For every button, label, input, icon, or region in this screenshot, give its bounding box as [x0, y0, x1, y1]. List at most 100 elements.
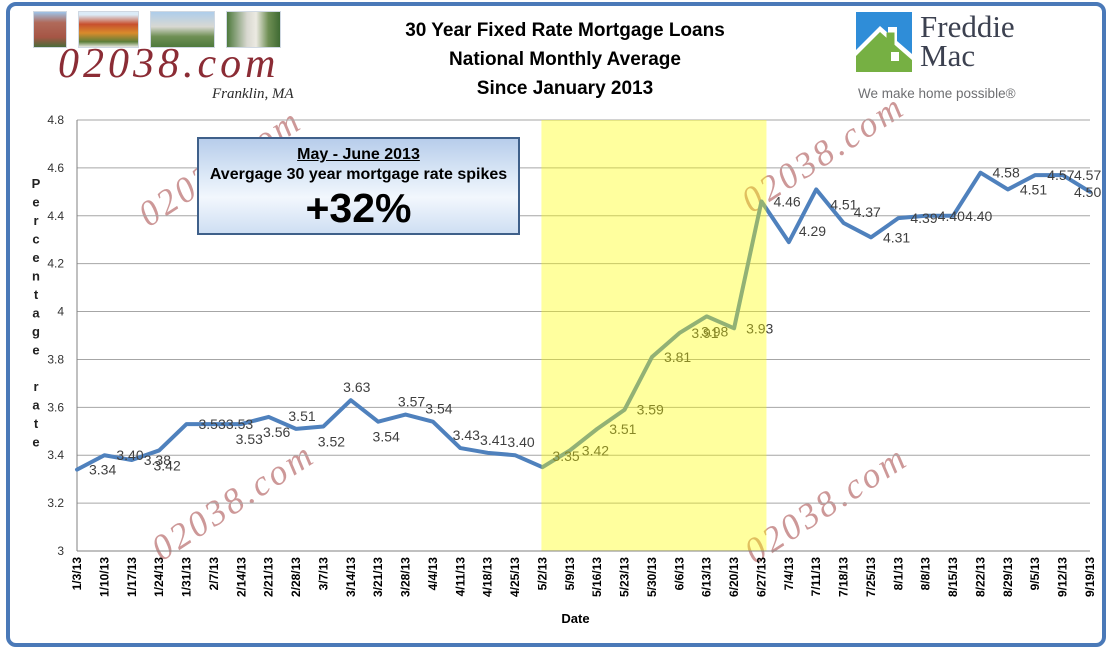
data-label: 4.40 — [938, 208, 965, 224]
y-axis-title-letter: e — [32, 250, 39, 265]
y-axis-title-letter: a — [32, 398, 40, 413]
y-axis-title-letter: c — [32, 232, 39, 247]
x-tick-label: 3/28/13 — [399, 557, 413, 597]
data-label: 3.53 — [226, 416, 253, 432]
x-tick-label: 2/14/13 — [234, 557, 248, 597]
data-label: 3.63 — [343, 379, 370, 395]
y-axis-title-letter: g — [32, 324, 40, 339]
chart-title-line3: Since January 2013 — [476, 78, 654, 99]
x-tick-label: 1/17/13 — [125, 557, 139, 597]
data-label: 3.41 — [480, 432, 507, 448]
data-label: 4.51 — [1020, 181, 1047, 197]
x-tick-label: 6/27/13 — [754, 557, 768, 597]
data-label: 4.40 — [965, 208, 992, 224]
rate-spike-callout: May - June 2013 Avergage 30 year mortgag… — [197, 137, 520, 235]
x-tick-label: 2/28/13 — [289, 557, 303, 597]
data-label: 3.42 — [582, 442, 609, 458]
data-label: 3.57 — [398, 394, 425, 410]
freddie-mac-house-icon — [856, 12, 912, 72]
x-tick-label: 8/15/13 — [946, 557, 960, 597]
data-label: 3.98 — [701, 323, 728, 339]
x-tick-label: 6/6/13 — [672, 557, 686, 591]
y-axis-title-letter: n — [32, 269, 40, 284]
y-axis-title-letter: e — [32, 195, 39, 210]
x-axis-title: Date — [561, 611, 589, 626]
x-tick-label: 7/25/13 — [864, 557, 878, 597]
x-tick-label: 1/24/13 — [152, 557, 166, 597]
y-tick-label: 3.2 — [47, 496, 64, 510]
data-label: 3.54 — [425, 401, 452, 417]
data-label: 3.53 — [199, 416, 226, 432]
y-axis-title-letter: t — [34, 287, 39, 302]
photo-monument — [226, 11, 281, 48]
x-tick-label: 3/14/13 — [344, 557, 358, 597]
data-label: 3.56 — [263, 424, 290, 440]
y-tick-label: 3 — [57, 544, 64, 558]
x-tick-label: 5/9/13 — [563, 557, 577, 591]
photo-brick-building — [33, 11, 67, 48]
photo-town-house — [150, 11, 215, 48]
x-tick-label: 5/23/13 — [618, 557, 632, 597]
y-axis-title-letter: t — [34, 416, 39, 431]
x-tick-label: 4/4/13 — [426, 557, 440, 591]
site-logo-subtext: Franklin, MA — [212, 86, 294, 102]
chart-title-line2: National Monthly Average — [449, 49, 681, 70]
y-tick-label: 3.8 — [47, 352, 64, 366]
y-tick-label: 4 — [57, 305, 64, 319]
x-tick-label: 5/2/13 — [535, 557, 549, 591]
x-tick-label: 6/13/13 — [700, 557, 714, 597]
y-tick-label: 4.4 — [47, 209, 64, 223]
y-tick-label: 3.4 — [47, 448, 64, 462]
callout-period: May - June 2013 — [297, 146, 420, 163]
callout-percentage: +32% — [305, 185, 412, 231]
x-tick-label: 1/10/13 — [97, 557, 111, 597]
x-tick-label: 9/12/13 — [1056, 557, 1070, 597]
callout-description: Avergage 30 year mortgage rate spikes — [209, 166, 508, 183]
data-label: 3.51 — [609, 421, 636, 437]
data-label: 3.42 — [154, 457, 181, 473]
photo-autumn-trees — [78, 11, 139, 48]
town-photo-strip — [33, 11, 281, 48]
data-label: 4.57 — [1074, 167, 1101, 183]
data-label: 3.91 — [691, 325, 718, 341]
x-tick-label: 2/7/13 — [207, 557, 221, 591]
data-label: 4.37 — [854, 204, 881, 220]
data-label: 4.51 — [830, 196, 857, 212]
y-axis-title-letter: a — [32, 306, 40, 321]
x-tick-label: 9/19/13 — [1083, 557, 1097, 597]
data-label: 3.34 — [89, 462, 116, 478]
data-label: 3.53 — [236, 431, 263, 447]
x-tick-label: 4/25/13 — [508, 557, 522, 597]
data-label: 3.54 — [373, 429, 400, 445]
data-label: 4.58 — [992, 165, 1019, 181]
data-label: 3.52 — [318, 433, 345, 449]
freddie-mac-tagline: We make home possible® — [858, 86, 1016, 101]
data-label: 3.40 — [116, 447, 143, 463]
data-label: 3.81 — [664, 349, 691, 365]
x-tick-label: 8/22/13 — [973, 557, 987, 597]
site-logo[interactable]: 02038.com — [58, 41, 280, 87]
x-tick-label: 7/18/13 — [837, 557, 851, 597]
y-tick-label: 4.2 — [47, 257, 64, 271]
data-label: 3.51 — [288, 408, 315, 424]
y-axis-title-letter: r — [33, 213, 38, 228]
data-label: 4.31 — [883, 229, 910, 245]
data-label: 3.43 — [453, 427, 480, 443]
y-axis-title-letter: r — [33, 379, 38, 394]
data-label: 3.59 — [637, 402, 664, 418]
data-label: 4.39 — [910, 210, 937, 226]
x-tick-label: 4/11/13 — [453, 557, 467, 597]
highlight-band-may-june — [541, 120, 767, 551]
chart-title-line1: 30 Year Fixed Rate Mortgage Loans — [405, 20, 725, 41]
x-tick-label: 3/21/13 — [371, 557, 385, 597]
data-label: 4.57 — [1047, 167, 1074, 183]
x-tick-label: 8/8/13 — [919, 557, 933, 591]
x-tick-label: 7/4/13 — [782, 557, 796, 591]
freddie-mac-logo[interactable]: Freddie Mac — [856, 10, 1015, 74]
y-axis-title-letter: e — [32, 343, 39, 358]
y-axis-title-letter: e — [32, 435, 39, 450]
x-tick-label: 8/29/13 — [1001, 557, 1015, 597]
x-tick-label: 8/1/13 — [891, 557, 905, 591]
data-label: 3.40 — [507, 434, 534, 450]
